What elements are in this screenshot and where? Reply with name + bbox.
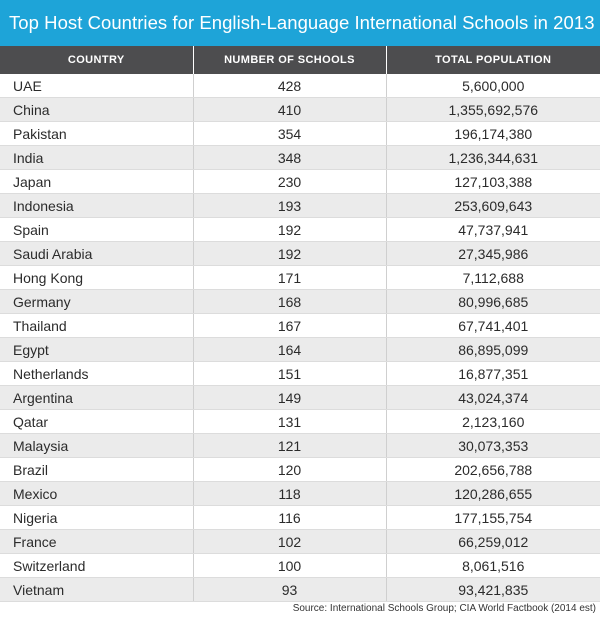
cell-number-of-schools: 428	[193, 74, 387, 98]
table-row: Spain 192 47,737,941	[0, 217, 600, 242]
table-row: Pakistan 354 196,174,380	[0, 121, 600, 146]
data-table: COUNTRY NUMBER OF SCHOOLS TOTAL POPULATI…	[0, 46, 600, 602]
cell-country: France	[0, 529, 194, 554]
cell-total-population: 93,421,835	[386, 577, 600, 602]
column-header-country: COUNTRY	[0, 46, 194, 74]
table-row: Mexico 118 120,286,655	[0, 481, 600, 506]
chart-title-bar: Top Host Countries for English-Language …	[0, 0, 600, 46]
cell-total-population: 8,061,516	[386, 553, 600, 578]
table-row: Germany 168 80,996,685	[0, 289, 600, 314]
cell-country: Pakistan	[0, 121, 194, 146]
cell-number-of-schools: 354	[193, 121, 387, 146]
cell-total-population: 30,073,353	[386, 433, 600, 458]
table-body: UAE 428 5,600,000 China 410 1,355,692,576 Paki…	[0, 74, 600, 602]
cell-number-of-schools: 131	[193, 409, 387, 434]
cell-country: Hong Kong	[0, 265, 194, 290]
cell-total-population: 196,174,380	[386, 121, 600, 146]
cell-total-population: 1,236,344,631	[386, 145, 600, 170]
cell-total-population: 27,345,986	[386, 241, 600, 266]
cell-total-population: 253,609,643	[386, 193, 600, 218]
cell-number-of-schools: 100	[193, 553, 387, 578]
cell-total-population: 127,103,388	[386, 169, 600, 194]
cell-country: UAE	[0, 74, 194, 98]
cell-number-of-schools: 192	[193, 241, 387, 266]
cell-country: Netherlands	[0, 361, 194, 386]
cell-number-of-schools: 121	[193, 433, 387, 458]
table-row: India 348 1,236,344,631	[0, 145, 600, 170]
cell-number-of-schools: 116	[193, 505, 387, 530]
source-note: Source: International Schools Group; CIA…	[292, 603, 596, 614]
cell-number-of-schools: 171	[193, 265, 387, 290]
cell-total-population: 7,112,688	[386, 265, 600, 290]
table-row: Vietnam 93 93,421,835	[0, 577, 600, 602]
table-row: Japan 230 127,103,388	[0, 169, 600, 194]
table-row: Hong Kong 171 7,112,688	[0, 265, 600, 290]
cell-total-population: 66,259,012	[386, 529, 600, 554]
table-row: France 102 66,259,012	[0, 529, 600, 554]
cell-country: Brazil	[0, 457, 194, 482]
cell-country: Argentina	[0, 385, 194, 410]
cell-country: Indonesia	[0, 193, 194, 218]
cell-number-of-schools: 192	[193, 217, 387, 242]
table-row: UAE 428 5,600,000	[0, 74, 600, 98]
cell-number-of-schools: 230	[193, 169, 387, 194]
table-row: Switzerland 100 8,061,516	[0, 553, 600, 578]
table-row: Indonesia 193 253,609,643	[0, 193, 600, 218]
cell-country: Japan	[0, 169, 194, 194]
cell-country: Thailand	[0, 313, 194, 338]
table-row: Argentina 149 43,024,374	[0, 385, 600, 410]
cell-country: Mexico	[0, 481, 194, 506]
cell-total-population: 120,286,655	[386, 481, 600, 506]
cell-total-population: 86,895,099	[386, 337, 600, 362]
cell-total-population: 16,877,351	[386, 361, 600, 386]
cell-number-of-schools: 164	[193, 337, 387, 362]
cell-country: India	[0, 145, 194, 170]
cell-number-of-schools: 168	[193, 289, 387, 314]
table-row: Qatar 131 2,123,160	[0, 409, 600, 434]
cell-total-population: 80,996,685	[386, 289, 600, 314]
cell-country: Switzerland	[0, 553, 194, 578]
data-table-container: COUNTRY NUMBER OF SCHOOLS TOTAL POPULATI…	[0, 46, 600, 602]
cell-number-of-schools: 120	[193, 457, 387, 482]
cell-total-population: 202,656,788	[386, 457, 600, 482]
cell-total-population: 47,737,941	[386, 217, 600, 242]
cell-country: Qatar	[0, 409, 194, 434]
cell-number-of-schools: 193	[193, 193, 387, 218]
cell-total-population: 177,155,754	[386, 505, 600, 530]
cell-number-of-schools: 151	[193, 361, 387, 386]
cell-number-of-schools: 410	[193, 97, 387, 122]
cell-country: Egypt	[0, 337, 194, 362]
cell-number-of-schools: 167	[193, 313, 387, 338]
cell-total-population: 43,024,374	[386, 385, 600, 410]
cell-country: Germany	[0, 289, 194, 314]
cell-country: Saudi Arabia	[0, 241, 194, 266]
cell-country: China	[0, 97, 194, 122]
cell-number-of-schools: 149	[193, 385, 387, 410]
cell-country: Nigeria	[0, 505, 194, 530]
table-row: China 410 1,355,692,576	[0, 97, 600, 122]
table-row: Malaysia 121 30,073,353	[0, 433, 600, 458]
cell-total-population: 1,355,692,576	[386, 97, 600, 122]
cell-number-of-schools: 118	[193, 481, 387, 506]
cell-country: Vietnam	[0, 577, 194, 602]
table-row: Nigeria 116 177,155,754	[0, 505, 600, 530]
cell-country: Malaysia	[0, 433, 194, 458]
column-header-number-of-schools: NUMBER OF SCHOOLS	[193, 46, 387, 74]
cell-total-population: 67,741,401	[386, 313, 600, 338]
table-row: Egypt 164 86,895,099	[0, 337, 600, 362]
cell-number-of-schools: 102	[193, 529, 387, 554]
column-header-total-population: TOTAL POPULATION	[386, 46, 600, 74]
cell-total-population: 5,600,000	[386, 74, 600, 98]
table-header-row: COUNTRY NUMBER OF SCHOOLS TOTAL POPULATI…	[0, 46, 600, 74]
table-row: Brazil 120 202,656,788	[0, 457, 600, 482]
cell-number-of-schools: 348	[193, 145, 387, 170]
chart-title: Top Host Countries for English-Language …	[9, 12, 595, 33]
cell-total-population: 2,123,160	[386, 409, 600, 434]
table-row: Saudi Arabia 192 27,345,986	[0, 241, 600, 266]
cell-country: Spain	[0, 217, 194, 242]
table-row: Thailand 167 67,741,401	[0, 313, 600, 338]
table-header: COUNTRY NUMBER OF SCHOOLS TOTAL POPULATI…	[0, 46, 600, 74]
cell-number-of-schools: 93	[193, 577, 387, 602]
table-row: Netherlands 151 16,877,351	[0, 361, 600, 386]
